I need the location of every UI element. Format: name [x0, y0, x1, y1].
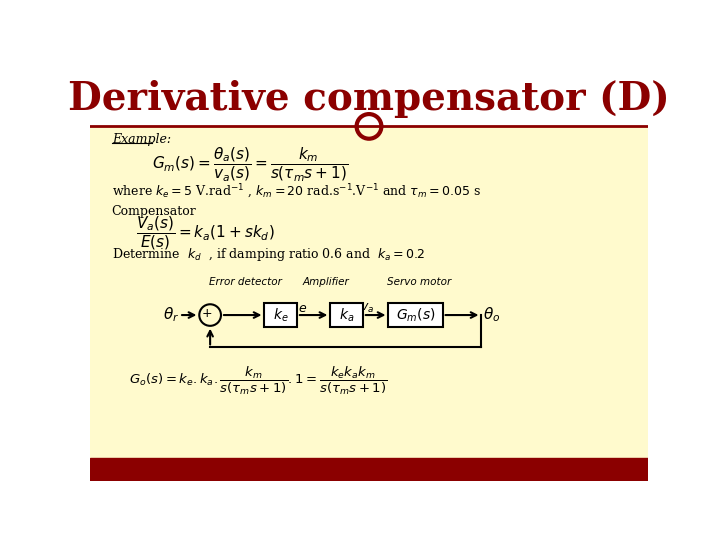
Text: Derivative compensator (D): Derivative compensator (D) [68, 80, 670, 118]
Text: Amplifier: Amplifier [303, 277, 350, 287]
Bar [90, 126, 648, 457]
Bar [90, 65, 648, 126]
Text: Example:: Example: [112, 133, 171, 146]
Text: $k_a$: $k_a$ [339, 306, 354, 324]
Text: $G_m(s)$: $G_m(s)$ [396, 306, 435, 324]
Text: Servo motor: Servo motor [387, 277, 451, 287]
Text: Determine  $k_d$  , if damping ratio 0.6 and  $k_a = 0.2$: Determine $k_d$ , if damping ratio 0.6 a… [112, 246, 426, 264]
Text: $k_e$: $k_e$ [273, 306, 289, 324]
FancyBboxPatch shape [330, 303, 363, 327]
Bar [90, 457, 648, 481]
Text: Compensator: Compensator [112, 205, 197, 218]
Text: $\theta_r$: $\theta_r$ [163, 306, 179, 325]
Text: $v_a$: $v_a$ [361, 301, 374, 315]
Text: Error detector: Error detector [209, 277, 282, 287]
Text: e: e [299, 302, 306, 315]
Text: where $k_e = 5$ V.rad$^{-1}$ , $k_m = 20$ rad.s$^{-1}$.V$^{-1}$ and $\tau_m = 0.: where $k_e = 5$ V.rad$^{-1}$ , $k_m = 20… [112, 183, 481, 201]
FancyBboxPatch shape [388, 303, 443, 327]
Text: $\dfrac{V_a(s)}{E(s)} = k_a(1 + sk_d)$: $\dfrac{V_a(s)}{E(s)} = k_a(1 + sk_d)$ [137, 214, 275, 252]
Text: $G_m(s) = \dfrac{\theta_a(s)}{v_a(s)} = \dfrac{k_m}{s(\tau_m s+1)}$: $G_m(s) = \dfrac{\theta_a(s)}{v_a(s)} = … [152, 146, 348, 184]
Text: $G_o(s) = k_e . k_a . \dfrac{k_m}{s(\tau_m s+1)} . 1 = \dfrac{k_e k_a k_m}{s(\ta: $G_o(s) = k_e . k_a . \dfrac{k_m}{s(\tau… [129, 364, 387, 397]
Text: +: + [202, 307, 212, 320]
Text: $\theta_o$: $\theta_o$ [483, 306, 500, 325]
FancyBboxPatch shape [264, 303, 297, 327]
